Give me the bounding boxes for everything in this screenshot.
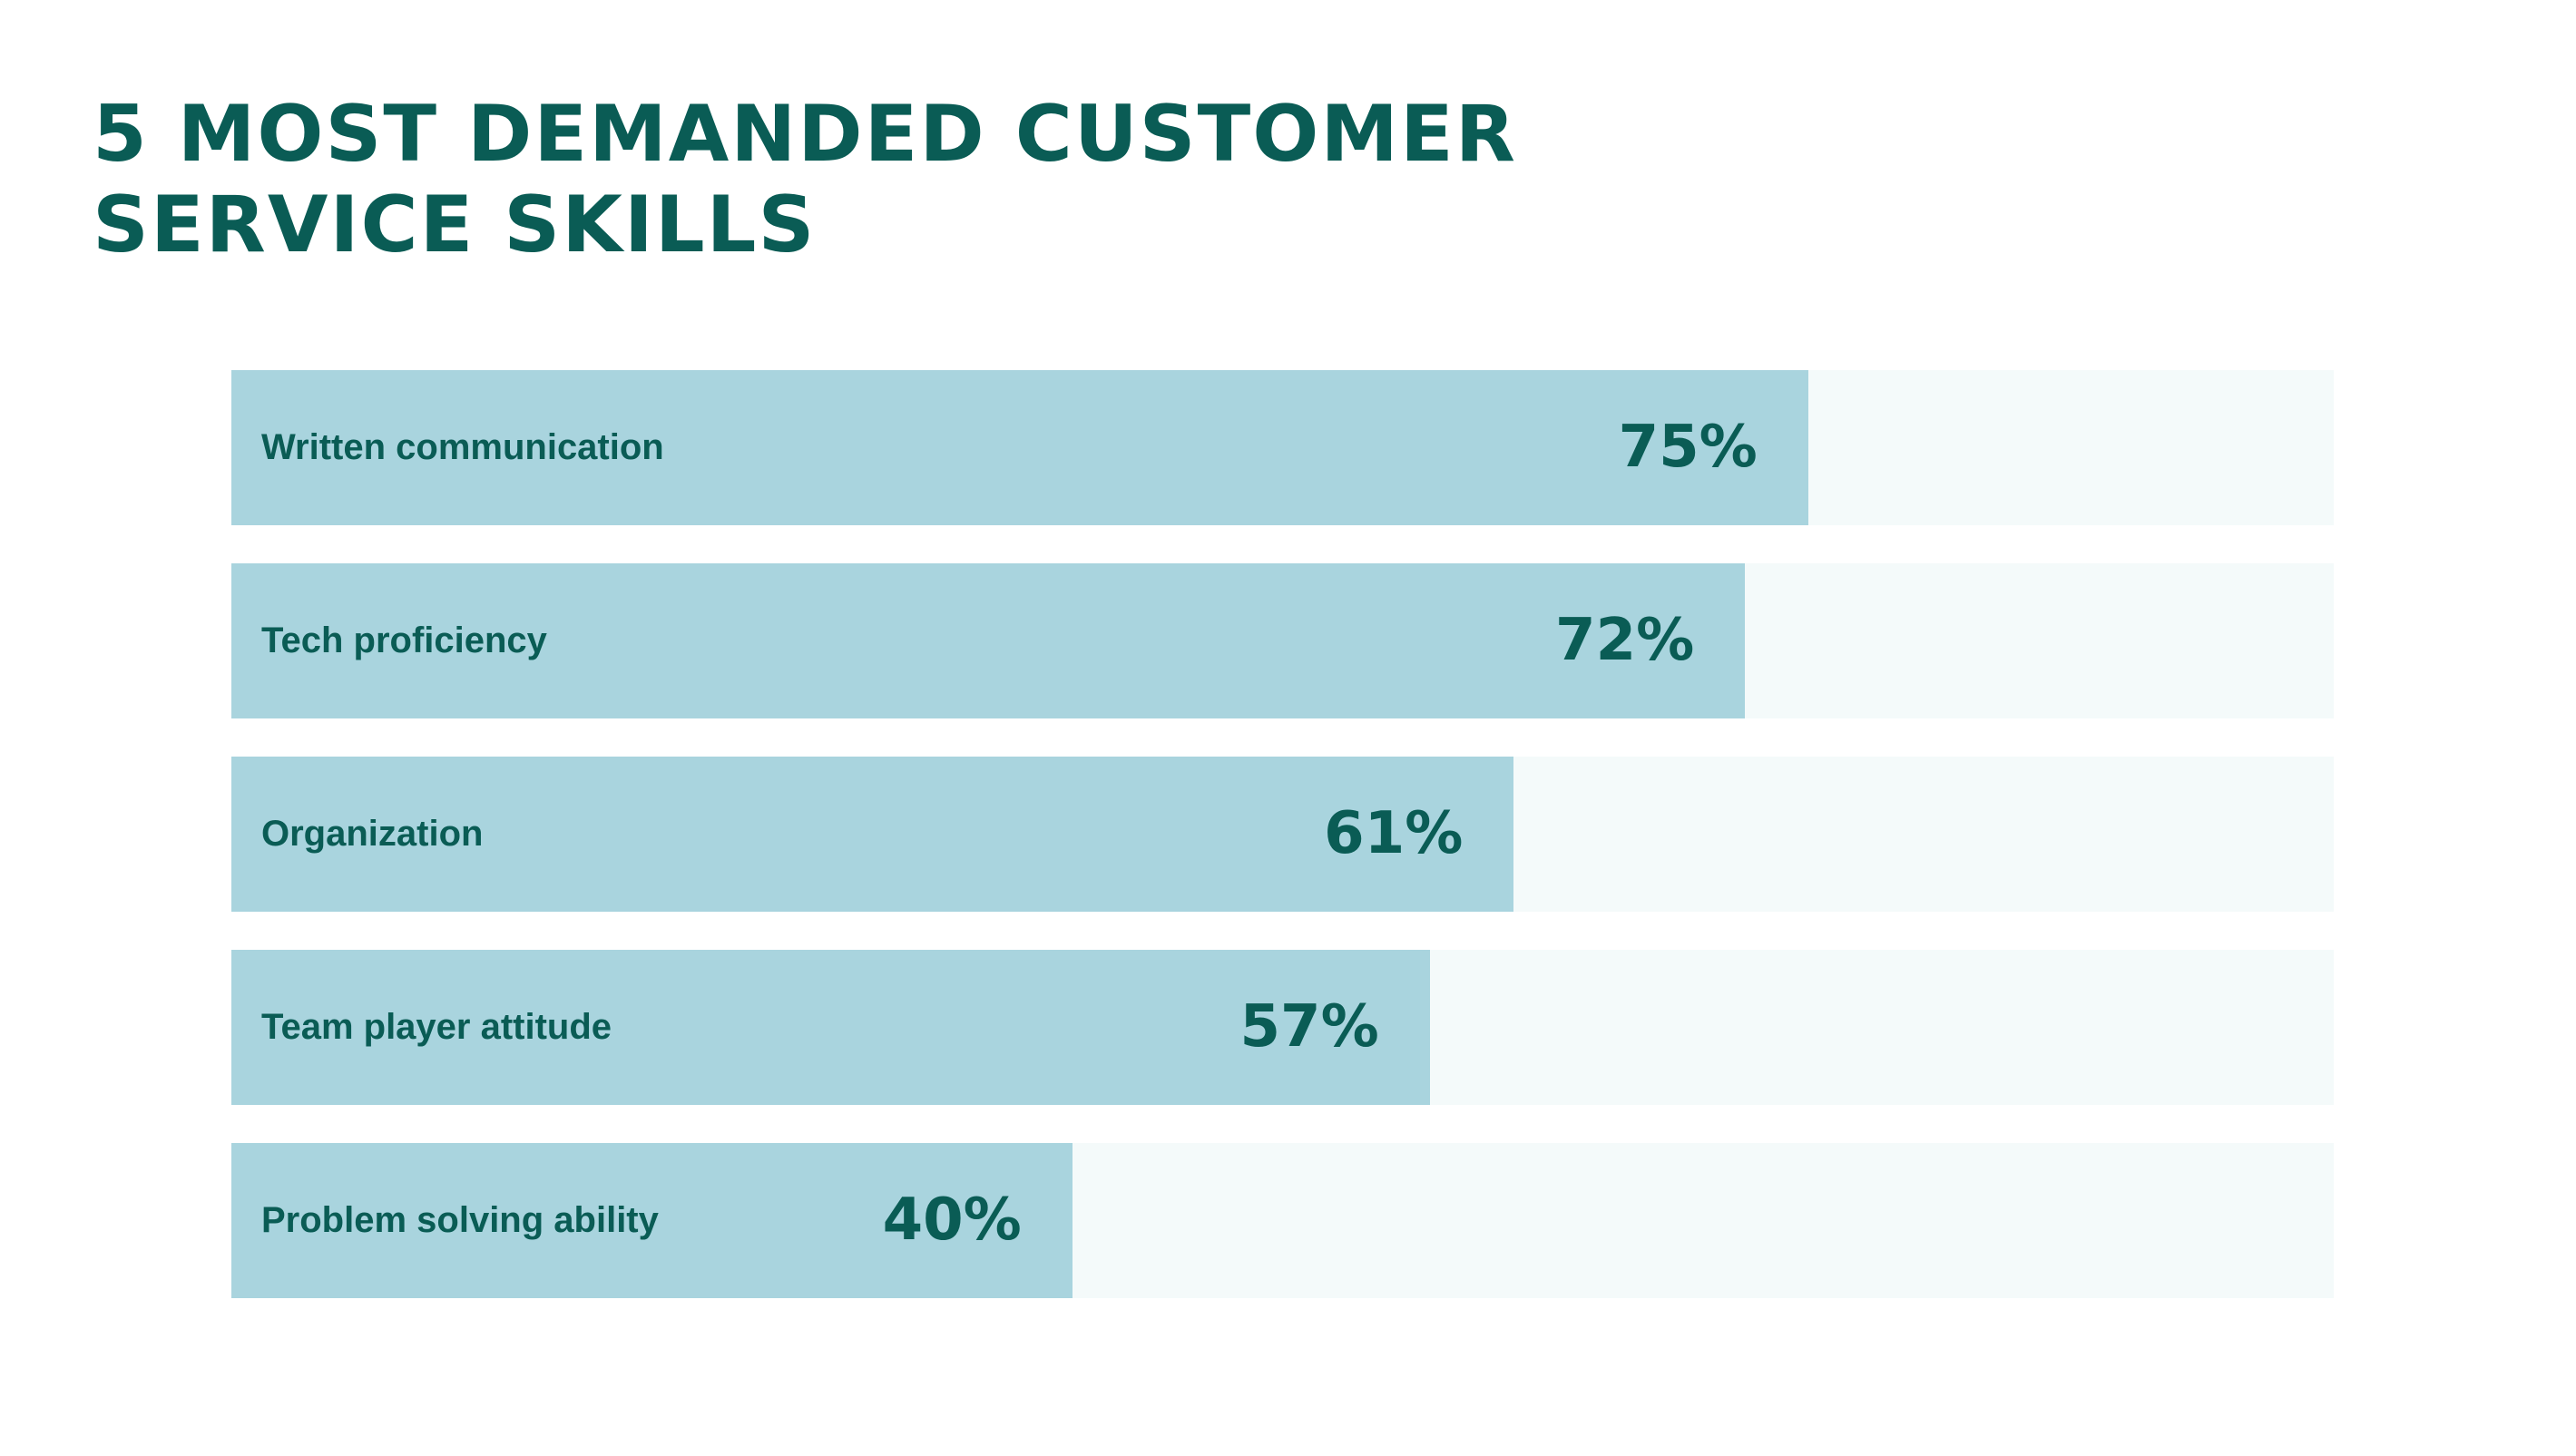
value-label: 40%	[882, 1187, 1022, 1254]
title-line-1: 5 MOST DEMANDED CUSTOMER	[93, 89, 1517, 180]
bar-track: Written communication 75%	[231, 370, 2334, 525]
category-label: Organization	[261, 814, 484, 854]
chart-title: 5 MOST DEMANDED CUSTOMER SERVICE SKILLS	[93, 89, 1635, 270]
title-line-2: SERVICE SKILLS	[93, 180, 817, 270]
value-label: 72%	[1555, 607, 1695, 674]
category-label: Problem solving ability	[261, 1200, 659, 1240]
bar	[231, 563, 1746, 718]
bar-track: Team player attitude 57%	[231, 950, 2334, 1105]
value-label: 61%	[1324, 800, 1464, 867]
value-label: 57%	[1239, 993, 1379, 1060]
bar	[231, 950, 1430, 1105]
category-label: Tech proficiency	[261, 621, 547, 660]
bar	[231, 370, 1808, 525]
bar-track: Tech proficiency 72%	[231, 563, 2334, 718]
category-label: Written communication	[261, 427, 664, 467]
bar	[231, 1143, 1073, 1298]
bar	[231, 757, 1514, 912]
value-label: 75%	[1618, 414, 1758, 481]
category-label: Team player attitude	[261, 1007, 612, 1047]
bar-track: Problem solving ability 40%	[231, 1143, 2334, 1298]
bar-track: Organization 61%	[231, 757, 2334, 912]
